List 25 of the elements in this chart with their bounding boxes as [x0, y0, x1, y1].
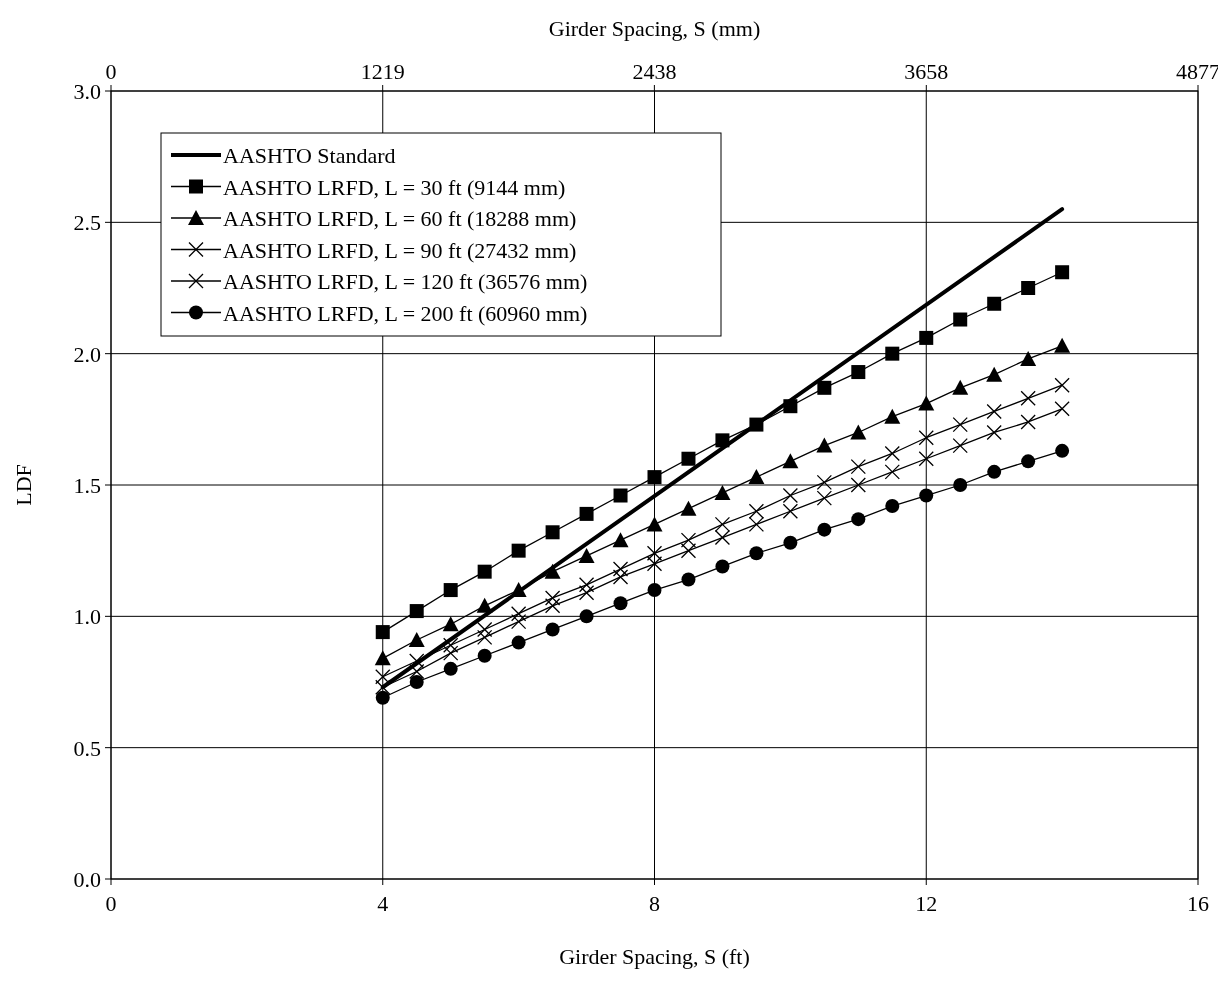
- x-tick-label: 12: [915, 891, 938, 916]
- legend-label: AASHTO Standard: [223, 143, 396, 168]
- x2-tick-label: 3658: [904, 59, 949, 84]
- y-tick-label: 1.0: [73, 604, 101, 630]
- legend-label: AASHTO LRFD, L = 90 ft (27432 mm): [223, 237, 577, 263]
- x-axis-title: Girder Spacing, S (ft): [559, 944, 750, 969]
- y-tick-label: 0.0: [73, 867, 101, 892]
- legend-label: AASHTO LRFD, L = 120 ft (36576 mm): [223, 269, 588, 294]
- x2-axis-title: Girder Spacing, S (mm): [548, 16, 761, 41]
- y-tick-label: 2.0: [73, 341, 101, 367]
- legend-label: AASHTO LRFD, L = 200 ft (60960 mm): [223, 300, 588, 326]
- x-tick-label: 16: [1187, 891, 1209, 916]
- legend-label: AASHTO LRFD, L = 60 ft (18288 mm): [223, 206, 577, 231]
- y-axis-title: LDF: [11, 464, 36, 506]
- x-tick-label: 4: [377, 891, 389, 916]
- x-tick-label: 8: [649, 891, 660, 916]
- x2-tick-label: 0: [105, 59, 117, 84]
- x2-tick-label: 2438: [632, 59, 677, 84]
- legend-label: AASHTO LRFD, L = 30 ft (9144 mm): [223, 174, 566, 200]
- y-tick-label: 2.5: [73, 210, 101, 236]
- y-tick-label: 3.0: [73, 79, 101, 104]
- y-tick-label: 0.5: [73, 735, 101, 761]
- x-tick-label: 0: [105, 891, 117, 916]
- y-tick-label: 1.5: [73, 473, 101, 498]
- x2-tick-label: 1219: [360, 59, 405, 84]
